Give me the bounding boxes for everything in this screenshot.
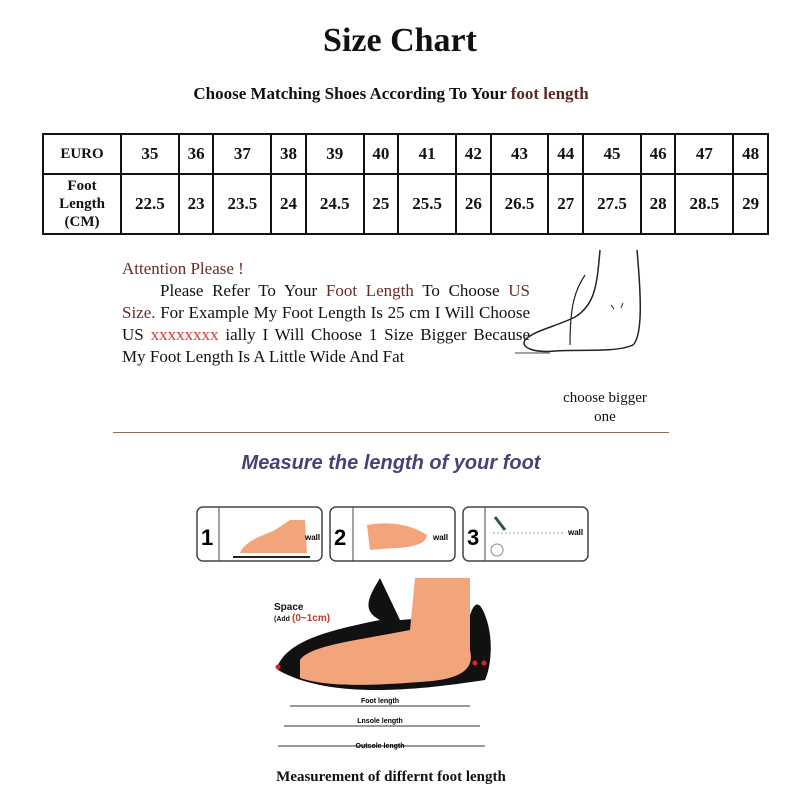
page-title: Size Chart	[323, 22, 477, 59]
foot-length-cell: 25	[362, 173, 400, 235]
foot-length-cell: 26.5	[489, 173, 550, 235]
note-highlight: US Size.	[122, 281, 530, 322]
euro-header: EURO	[42, 133, 122, 175]
euro-size-cell: 44	[547, 133, 585, 175]
add-label: (Add	[274, 616, 290, 623]
note-text: ially I Will Choose 1 Size Bigger Becaus…	[122, 325, 531, 366]
note-text: For Example My Foot Length Is 25 cm I Wi…	[122, 303, 530, 344]
euro-size-cell: 45	[582, 133, 642, 175]
foot-length-cell: 25.5	[397, 173, 458, 235]
attention-note: Attention Please ! Please Refer To Your …	[122, 258, 530, 368]
foot-length-cell: 26	[455, 173, 492, 235]
size-table: EURO 35 36 37 38 39 40 41 42 43 44 45 46 47 48 Foot Le…	[42, 133, 769, 235]
note-highlight: Foot Length	[325, 281, 414, 300]
choose-bigger-label: choose bigger one	[563, 390, 647, 425]
subtitle-highlight: foot length	[510, 84, 589, 103]
wall-label: wall	[304, 533, 320, 542]
euro-size-cell: 48	[732, 133, 769, 175]
foot-length-cell: 27.5	[582, 173, 642, 235]
wall-label: wall	[567, 528, 583, 537]
step-number: 2	[334, 525, 346, 550]
note-redacted: xxxxxxxx	[150, 325, 219, 344]
foot-length-cell: 28.5	[674, 173, 735, 235]
euro-size-cell: 40	[362, 133, 400, 175]
step-3: 3 wall	[462, 506, 589, 562]
foot-length-label: Foot length	[361, 698, 399, 705]
foot-sketch	[515, 249, 641, 354]
measure-steps: 1 wall 2 wall 3 wall	[196, 506, 589, 562]
step-number: 3	[467, 525, 479, 550]
foot-length-cell: 29	[732, 173, 769, 235]
euro-size-cell: 36	[177, 133, 215, 175]
foot-length-cell: 23	[177, 173, 215, 235]
divider	[113, 432, 669, 433]
shoe-measurement-diagram: Space (Add (0~1cm) Foot length Lnsole le…	[274, 578, 491, 750]
foot-length-cell: 24	[270, 173, 307, 235]
attention-heading: Attention Please !	[122, 259, 244, 278]
step-1: 1 wall	[196, 506, 323, 562]
euro-size-cell: 47	[674, 133, 735, 175]
measure-heading: Measure the length of your foot	[241, 452, 541, 474]
space-label: Space	[274, 602, 304, 613]
foot-length-cell: 24.5	[304, 173, 365, 235]
foot-length-cell: 23.5	[212, 173, 273, 235]
space-value: (0~1cm)	[292, 613, 330, 624]
subtitle: Choose Matching Shoes According To Your …	[0, 84, 782, 104]
euro-size-cell: 39	[304, 133, 365, 175]
insole-length-label: Lnsole length	[357, 718, 403, 725]
wall-label: wall	[432, 533, 448, 542]
euro-size-cell: 42	[455, 133, 492, 175]
subtitle-text: Choose Matching Shoes According To Your	[193, 84, 511, 103]
note-text: Please Refer To Your	[160, 281, 326, 300]
foot-length-cell: 22.5	[120, 173, 180, 235]
foot-length-header: Foot Length (CM)	[42, 173, 122, 235]
step-number: 1	[201, 525, 213, 550]
outsole-length-label: Outsole length	[356, 743, 405, 750]
euro-size-cell: 35	[120, 133, 180, 175]
euro-size-cell: 38	[270, 133, 307, 175]
caption: Measurement of differnt foot length	[276, 769, 506, 785]
note-text: To Choose	[413, 281, 509, 300]
step-2: 2 wall	[329, 506, 456, 562]
foot-length-cell: 28	[639, 173, 677, 235]
foot-length-cell: 27	[547, 173, 585, 235]
euro-size-cell: 37	[212, 133, 273, 175]
euro-size-cell: 41	[397, 133, 458, 175]
euro-size-cell: 43	[489, 133, 550, 175]
euro-size-cell: 46	[639, 133, 677, 175]
